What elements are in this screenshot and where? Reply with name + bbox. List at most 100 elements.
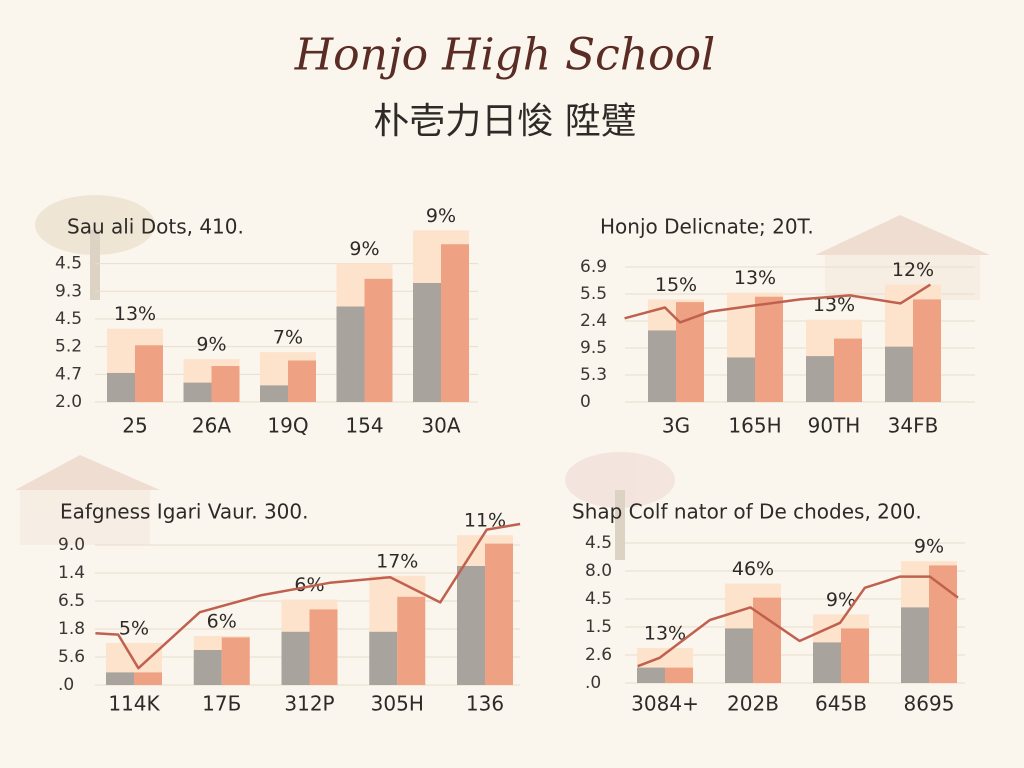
bar	[364, 278, 393, 402]
x-tick-label: 90TH	[808, 414, 861, 438]
panel-title: Sau ali Dots, 410.	[67, 215, 244, 239]
y-tick-label: 8.0	[585, 561, 612, 581]
bar-label: 9%	[426, 205, 456, 227]
bar-label: 46%	[732, 558, 774, 580]
page-title: Honjo High School	[294, 30, 715, 81]
bar-label: 9%	[826, 589, 856, 611]
bar	[413, 282, 441, 402]
bar	[457, 566, 485, 685]
x-tick-label: 114K	[108, 692, 160, 716]
bar-label: 6%	[207, 611, 237, 633]
page-subtitle: 朴壱力日悛 陞躄	[373, 101, 636, 142]
y-tick-label: 9.0	[58, 535, 85, 555]
y-tick-label: 2.4	[580, 311, 607, 331]
bar-label: 5%	[119, 618, 149, 640]
y-tick-label: 1.8	[58, 619, 85, 639]
bar	[193, 650, 222, 685]
y-tick-label: 2.6	[585, 645, 612, 665]
bar-label: 13%	[644, 623, 686, 645]
bar	[107, 372, 135, 402]
x-tick-label: 30A	[421, 414, 460, 438]
bar	[806, 356, 834, 402]
bar	[309, 609, 338, 685]
y-tick-label: 6.5	[58, 591, 85, 611]
x-tick-label: 3084+	[631, 692, 699, 716]
bar-label: 9%	[914, 536, 944, 558]
x-tick-label: 202B	[727, 692, 779, 716]
y-tick-label: 9.5	[580, 338, 607, 358]
x-tick-label: 19Q	[267, 414, 308, 438]
bar	[753, 597, 781, 683]
bar-label: 11%	[464, 510, 506, 532]
y-tick-label: 4.5	[585, 533, 612, 553]
bar	[665, 667, 693, 683]
bar	[637, 667, 665, 683]
bar	[834, 338, 862, 402]
bar	[260, 385, 288, 402]
bar	[913, 299, 941, 402]
y-tick-label: .0	[58, 675, 74, 695]
bar-label: 6%	[294, 574, 324, 596]
bar-label: 9%	[196, 334, 226, 356]
panel-title: Honjo Delicnate; 20T.	[600, 215, 814, 239]
trend-line	[95, 522, 521, 670]
trend-line	[637, 575, 959, 668]
x-tick-label: 154	[345, 414, 383, 438]
bar	[221, 637, 250, 685]
x-tick-label: 34FB	[888, 414, 939, 438]
bar	[725, 628, 753, 683]
bar	[727, 357, 755, 402]
panel-title: Eafgness Igari Vaur. 300.	[60, 500, 309, 524]
y-tick-label: 0	[580, 392, 591, 412]
bar	[288, 360, 316, 402]
bar-label: 15%	[655, 274, 697, 296]
bar	[281, 631, 310, 685]
y-tick-label: 4.7	[55, 364, 82, 384]
x-tick-label: 305H	[371, 692, 424, 716]
x-tick-label: 312P	[284, 692, 334, 716]
y-tick-label: 4.5	[55, 254, 82, 274]
bar	[676, 302, 704, 402]
bar	[813, 642, 841, 683]
bar	[901, 607, 929, 683]
bar	[211, 366, 240, 402]
bar-label: 12%	[892, 259, 934, 281]
bar	[135, 345, 163, 402]
bar	[106, 672, 134, 685]
bar	[369, 631, 398, 685]
y-tick-label: 2.0	[55, 392, 82, 412]
bar	[134, 672, 162, 685]
y-tick-label: 1.4	[58, 563, 85, 583]
bar-label: 7%	[273, 327, 303, 349]
y-tick-label: 4.5	[585, 589, 612, 609]
y-tick-label: 5.5	[580, 284, 607, 304]
trend-line	[624, 283, 932, 324]
bar	[929, 565, 957, 683]
bar	[648, 330, 676, 402]
x-tick-label: 136	[466, 692, 504, 716]
bar	[441, 244, 469, 402]
x-tick-label: 26A	[192, 414, 231, 438]
panel-title: Shap Colf nator of De chodes, 200.	[572, 500, 922, 524]
bar	[885, 346, 913, 402]
y-tick-label: 9.3	[55, 281, 82, 301]
y-tick-label: .0	[585, 673, 601, 693]
y-tick-label: 1.5	[585, 617, 612, 637]
bar	[755, 296, 783, 402]
y-tick-label: 5.2	[55, 337, 82, 357]
x-tick-label: 165H	[728, 414, 781, 438]
bar	[336, 306, 365, 402]
bar	[841, 628, 869, 683]
bar-label: 17%	[376, 550, 418, 572]
y-tick-label: 4.5	[55, 309, 82, 329]
bar-label: 9%	[349, 238, 379, 260]
x-tick-label: 25	[122, 414, 147, 438]
bar-label: 13%	[114, 303, 156, 325]
bar	[183, 382, 212, 402]
y-tick-label: 6.9	[580, 257, 607, 277]
decoration	[15, 195, 990, 560]
y-tick-label: 5.3	[580, 365, 607, 385]
x-tick-label: 17Б	[202, 692, 241, 716]
